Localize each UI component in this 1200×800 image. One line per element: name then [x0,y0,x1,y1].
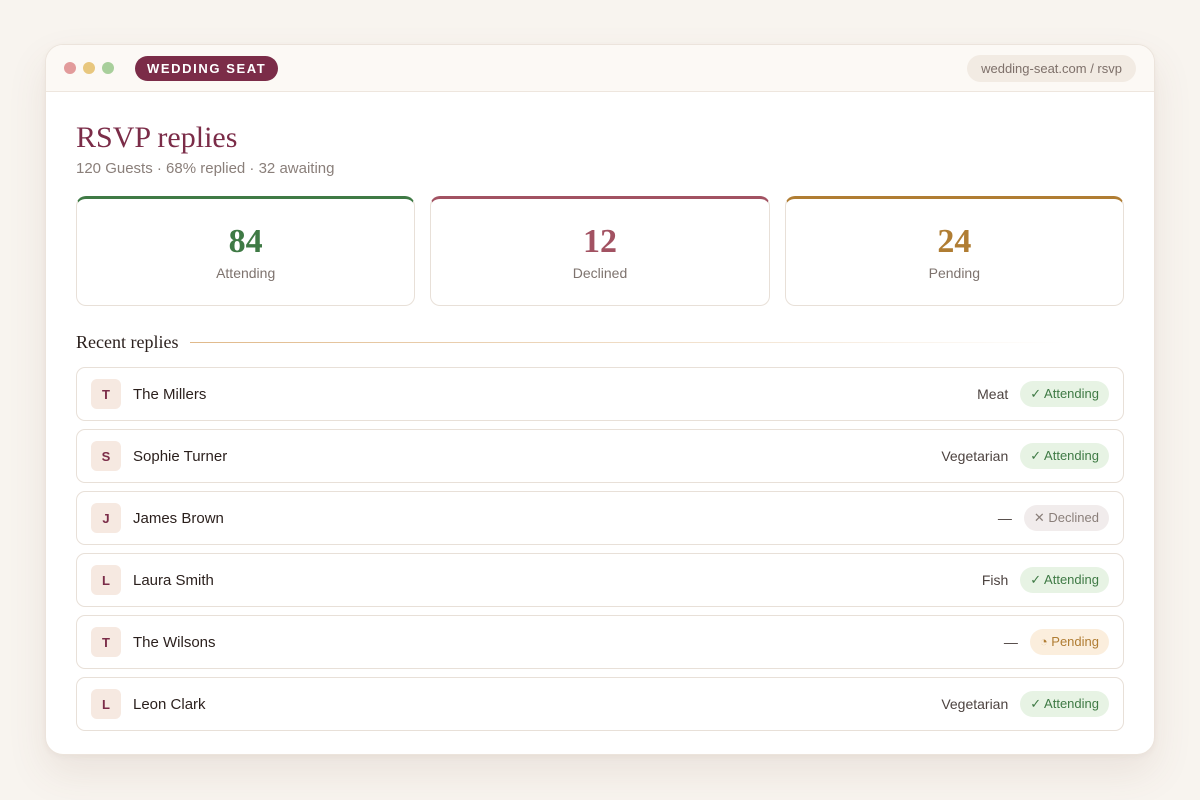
url-pill[interactable]: wedding-seat.com / rsvp [967,54,1136,82]
stat-card-pending: 24 Pending [784,196,1124,306]
main-content: RSVP replies 120 Guests · 68% replied · … [46,92,1154,731]
section-divider [190,341,1064,343]
status-badge: ✓ Attending [1020,691,1109,717]
guest-name: The Wilsons [133,633,216,651]
guest-name: The Millers [133,385,207,403]
replies-list: T The Millers Meat ✓ Attending S Sophie … [76,367,1124,731]
app-window: WEDDING SEAT wedding-seat.com / rsvp RSV… [45,44,1155,755]
page-title: RSVP replies [76,121,238,154]
meal-choice: — [1003,634,1018,650]
stat-label: Declined [572,265,628,281]
status-badge: ✕ Declined [1023,505,1109,531]
title-bar: WEDDING SEAT wedding-seat.com / rsvp [46,45,1154,92]
reply-row[interactable]: L Leon Clark Vegetarian ✓ Attending [76,677,1124,731]
stat-card-attending: 84 Attending [76,196,416,306]
brand-badge: WEDDING SEAT [135,55,279,81]
guest-name: James Brown [133,509,224,527]
meal-choice: — [997,510,1012,526]
close-window-dot[interactable] [64,62,76,74]
guest-name: Sophie Turner [133,447,228,465]
status-badge: ◔ Pending [1029,629,1109,655]
stat-label: Attending [216,265,276,281]
avatar: T [91,379,121,409]
section-title: Recent replies [76,331,179,352]
stat-label: Pending [928,265,981,281]
status-badge: ✓ Attending [1020,567,1109,593]
status-badge: ✓ Attending [1020,381,1109,407]
meal-choice: Fish [981,572,1009,588]
reply-row[interactable]: S Sophie Turner Vegetarian ✓ Attending [76,429,1124,483]
guest-name: Leon Clark [133,695,206,713]
reply-row[interactable]: T The Wilsons — ◔ Pending [76,615,1124,669]
avatar: J [91,503,121,533]
status-badge: ✓ Attending [1020,443,1109,469]
avatar: L [91,565,121,595]
meal-choice: Meat [977,386,1009,402]
stat-value: 84 [228,223,263,260]
avatar: L [91,689,121,719]
section-header: Recent replies [76,330,1124,354]
stats-row: 84 Attending 12 Declined 24 Pending [76,196,1124,306]
avatar: T [91,627,121,657]
stat-value: 24 [937,223,972,260]
meal-choice: Vegetarian [941,696,1009,712]
page-subtitle: 120 Guests · 68% replied · 32 awaiting [76,160,335,177]
reply-row[interactable]: L Laura Smith Fish ✓ Attending [76,553,1124,607]
meal-choice: Vegetarian [941,448,1009,464]
minimize-window-dot[interactable] [83,62,95,74]
reply-row[interactable]: T The Millers Meat ✓ Attending [76,367,1124,421]
stat-value: 12 [582,223,617,260]
guest-name: Laura Smith [133,571,214,589]
reply-row[interactable]: J James Brown — ✕ Declined [76,491,1124,545]
stat-card-declined: 12 Declined [430,196,770,306]
maximize-window-dot[interactable] [102,62,114,74]
avatar: S [91,441,121,471]
